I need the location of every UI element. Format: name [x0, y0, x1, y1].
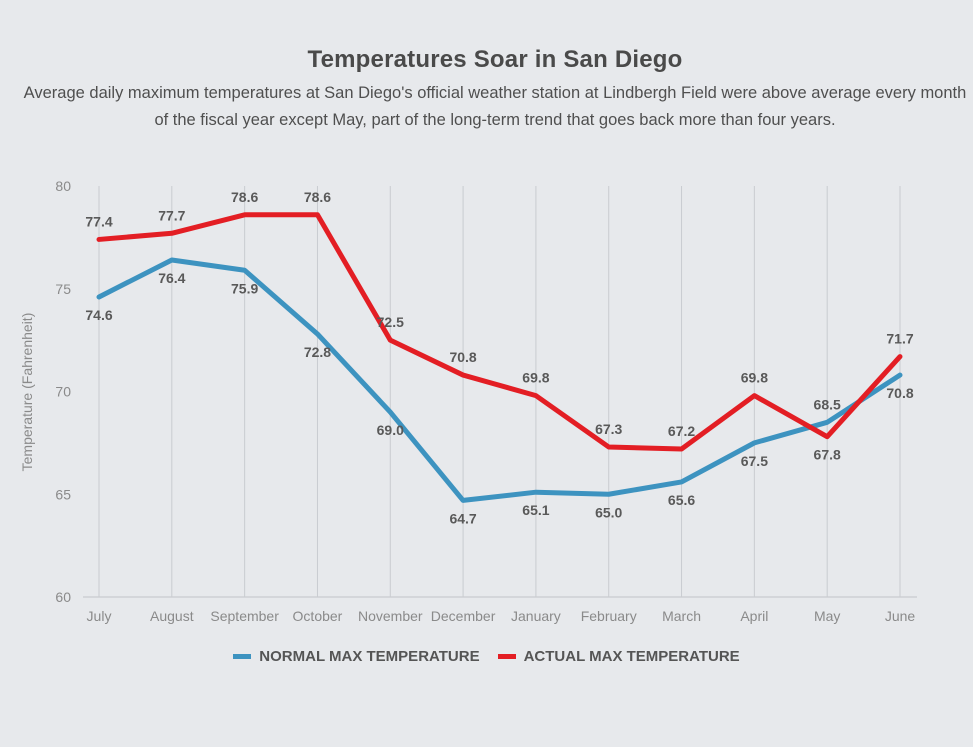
data-label-actual-october: 78.6 [304, 189, 331, 205]
data-label-normal-march: 65.6 [668, 492, 695, 508]
data-label-actual-july: 77.4 [85, 213, 112, 229]
y-tick-60: 60 [55, 589, 71, 605]
data-label-actual-march: 67.2 [668, 423, 695, 439]
data-label-normal-april: 67.5 [741, 453, 768, 469]
x-tick-february: February [581, 608, 637, 624]
x-tick-april: April [740, 608, 768, 624]
x-tick-november: November [358, 608, 423, 624]
legend-label-actual: ACTUAL MAX TEMPERATURE [523, 648, 740, 665]
x-tick-october: October [293, 608, 343, 624]
legend-label-normal: NORMAL MAX TEMPERATURE [259, 648, 480, 665]
x-tick-march: March [662, 608, 701, 624]
data-label-actual-january: 69.8 [522, 370, 549, 386]
data-label-normal-february: 65.0 [595, 504, 622, 520]
legend-item-normal: NORMAL MAX TEMPERATURE [233, 648, 480, 665]
data-label-actual-may: 67.8 [814, 447, 841, 463]
data-label-normal-september: 75.9 [231, 280, 258, 296]
series-line-normal [96, 257, 903, 503]
data-label-normal-november: 69.0 [377, 422, 404, 438]
data-label-actual-december: 70.8 [449, 349, 476, 365]
data-label-actual-november: 72.5 [377, 314, 404, 330]
chart-title: Temperatures Soar in San Diego [307, 46, 683, 73]
line-chart: July August September October November Decemb… [19, 178, 917, 624]
y-axis-label: Temperature (Fahrenheit) [19, 313, 35, 472]
data-label-actual-september: 78.6 [231, 189, 258, 205]
data-label-actual-february: 67.3 [595, 421, 622, 437]
legend-item-actual: ACTUAL MAX TEMPERATURE [497, 648, 740, 665]
data-label-actual-june: 71.7 [886, 331, 913, 347]
data-label-normal-october: 72.8 [304, 344, 331, 360]
x-tick-september: September [210, 608, 279, 624]
x-tick-january: January [511, 608, 561, 624]
data-label-normal-january: 65.1 [522, 502, 549, 518]
x-tick-july: July [87, 608, 112, 624]
series-layer [96, 212, 903, 503]
x-tick-august: August [150, 608, 194, 624]
data-label-layer: 74.6 76.4 75.9 72.8 69.0 64.7 65.1 65.0 65.6 67.5… [85, 189, 913, 527]
y-tick-70: 70 [55, 384, 71, 400]
legend: NORMAL MAX TEMPERATURE ACTUAL MAX TEMPER… [0, 648, 973, 665]
x-tick-june: June [885, 608, 916, 624]
chart-subtitle: Average daily maximum temperatures at Sa… [23, 84, 967, 129]
y-tick-80: 80 [55, 178, 71, 194]
data-label-actual-april: 69.8 [741, 370, 768, 386]
x-tick-may: May [814, 608, 840, 624]
data-label-normal-june: 70.8 [886, 385, 913, 401]
data-label-normal-august: 76.4 [158, 270, 185, 286]
legend-swatch-normal [233, 654, 252, 659]
data-label-normal-july: 74.6 [85, 307, 112, 323]
legend-swatch-actual [497, 654, 516, 659]
y-tick-75: 75 [55, 281, 71, 297]
y-tick-65: 65 [55, 486, 71, 502]
data-label-normal-december: 64.7 [449, 510, 476, 526]
data-label-actual-august: 77.7 [158, 207, 185, 223]
data-label-normal-may: 68.5 [814, 396, 841, 412]
x-tick-december: December [431, 608, 496, 624]
axis-layer: July August September October November Decemb… [55, 178, 917, 624]
series-line-actual [96, 212, 903, 452]
grid-layer [98, 186, 901, 597]
